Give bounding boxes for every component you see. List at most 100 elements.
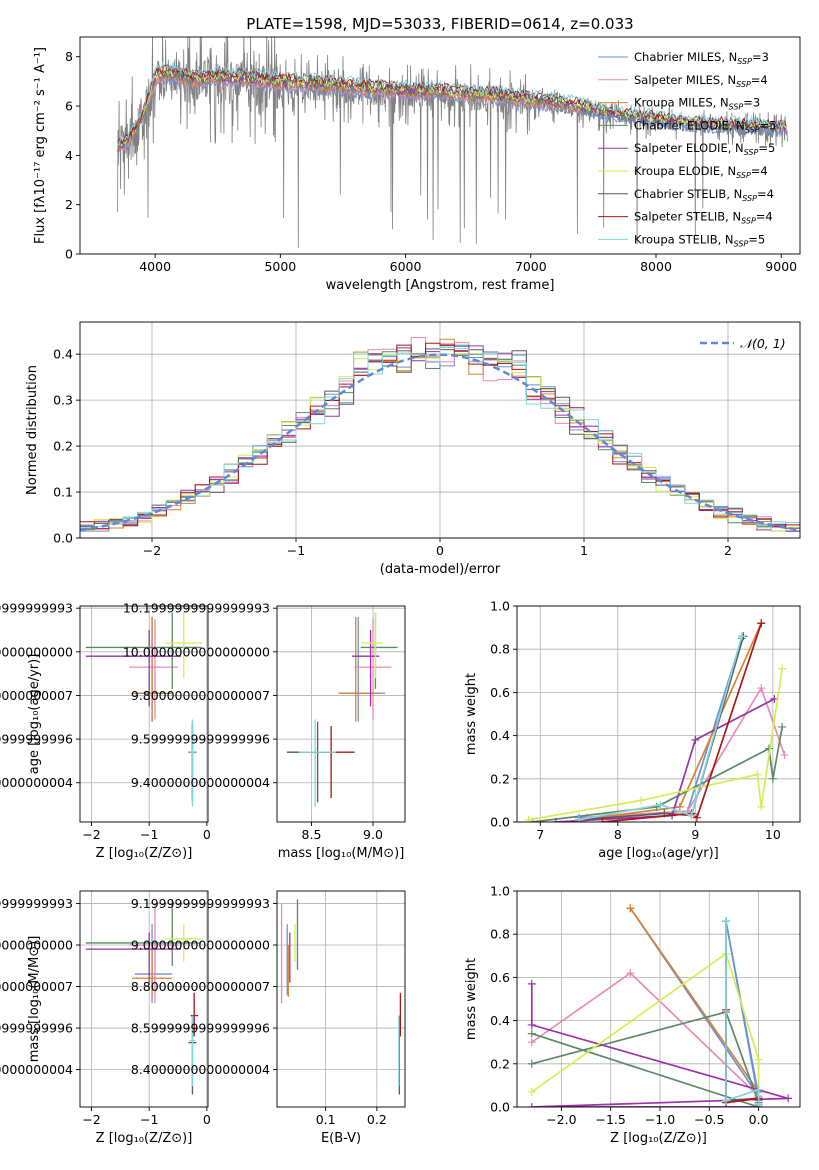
weight-line: [531, 1010, 760, 1107]
panel-weight-vs-Z: −2.0 −1.5 −1.0 −0.5 0.0 0.0 0.2 0.4 0.6 0.8 1.0 Z […: [464, 884, 801, 1146]
x-tick-label: −2: [82, 1112, 100, 1127]
weight-marker: [527, 1029, 536, 1038]
y-tick-label: 9.8000000000000007: [131, 688, 270, 703]
y-tick-label: 9.5999999999999996: [131, 732, 270, 747]
y-tick-label: 9.1999999999999993: [131, 896, 270, 911]
legend-text: Salpeter MILES, N: [634, 73, 736, 87]
model-spectrum-line: [117, 67, 787, 153]
y-tick-label: 8: [65, 49, 73, 64]
y-tick-label: 0.6: [490, 685, 510, 700]
weight-marker: [722, 1096, 731, 1105]
legend-nssp: =5: [758, 141, 775, 155]
legend-subscript: SSP: [736, 171, 751, 180]
legend-subscript: SSP: [734, 239, 749, 248]
plot-area: [280, 899, 402, 1095]
y-tick-label: 1.0: [490, 884, 510, 899]
x-tick-label: −2: [143, 543, 161, 558]
axes-frame: [516, 890, 801, 1108]
y-tick-label: 0.3: [53, 393, 73, 408]
panel-mass-vs-ebv: 0.1 0.2 8.4000000000000004 8.59999999999999…: [131, 890, 406, 1146]
y-tick-label: 8.8000000000000007: [131, 979, 270, 994]
legend-text: Chabrier MILES, N: [634, 50, 737, 64]
y-tick-label: 9.8000000000000007: [0, 688, 73, 703]
legend-label: Salpeter MILES, NSSP=4: [634, 73, 768, 89]
x-axis-label: mass [log₁₀(M/M⊙)]: [278, 846, 405, 861]
legend-label: Salpeter STELIB, NSSP=4: [634, 210, 773, 226]
x-tick-label: 9.0: [363, 827, 383, 842]
legend-subscript: SSP: [742, 194, 757, 203]
legend-subscript: SSP: [745, 125, 760, 134]
y-tick-label: 10.1999999999999993: [0, 601, 73, 616]
x-tick-label: 0: [203, 1112, 211, 1127]
legend-text: Chabrier STELIB, N: [634, 187, 742, 201]
x-tick-label: 7000: [515, 259, 547, 274]
weight-marker: [524, 815, 533, 822]
plot-area: [117, 37, 788, 248]
weight-line: [578, 635, 743, 821]
weight-marker: [784, 1094, 793, 1103]
x-tick-label: 5000: [264, 259, 296, 274]
x-tick-label: 0: [436, 543, 444, 558]
weight-line: [555, 698, 775, 822]
y-tick-label: 8.4000000000000004: [0, 1062, 73, 1077]
y-tick-label: 9.4000000000000004: [0, 775, 73, 790]
y-tick-label: 0.0: [490, 1100, 510, 1115]
y-tick-label: 10.0000000000000000: [123, 644, 270, 659]
x-tick-label: −2.0: [546, 1112, 576, 1127]
y-tick-label: 0.1: [53, 485, 73, 500]
legend-label: Chabrier STELIB, NSSP=4: [634, 187, 774, 203]
y-axis-label: age [log₁₀(age/yr)]: [27, 654, 42, 775]
x-tick-label: 0: [203, 827, 211, 842]
y-axis-label: Normed distribution: [25, 365, 40, 495]
axes-frame: [79, 890, 209, 1108]
legend-nssp: =5: [760, 118, 777, 132]
weight-line: [586, 686, 786, 819]
y-tick-label: 0.8: [490, 927, 510, 942]
weight-marker: [780, 751, 789, 760]
x-tick-label: 0.2: [367, 1112, 387, 1127]
legend-nssp: =4: [756, 210, 773, 224]
legend-label: Kroupa STELIB, NSSP=5: [634, 232, 765, 248]
plot-area: [80, 337, 800, 532]
panel-weight-vs-age: 7 8 9 10 0.0 0.2 0.4 0.6 0.8 1.0 age [log₁₀(age/yr…: [464, 599, 801, 861]
weight-line: [725, 921, 760, 1105]
weight-marker: [626, 969, 635, 978]
weight-marker: [768, 774, 777, 783]
weight-line: [528, 668, 784, 821]
x-tick-label: −1: [287, 543, 305, 558]
axes-frame: [516, 605, 801, 823]
x-tick-label: 8: [614, 827, 622, 842]
y-tick-label: 0.4: [490, 1013, 510, 1028]
y-tick-label: 1.0: [490, 599, 510, 614]
x-tick-label: 9: [691, 827, 699, 842]
weight-marker: [598, 818, 607, 822]
y-tick-label: 6: [65, 99, 73, 114]
y-tick-label: 0.2: [490, 1056, 510, 1071]
x-tick-label: 0.1: [316, 1112, 336, 1127]
weight-marker: [687, 811, 696, 820]
x-tick-label: 1: [580, 543, 588, 558]
weight-line: [532, 726, 784, 822]
legend-subscript: SSP: [736, 80, 751, 89]
weight-marker: [527, 1103, 536, 1107]
figure-title: PLATE=1598, MJD=53033, FIBERID=0614, z=0…: [246, 15, 633, 33]
x-tick-label: 2: [724, 543, 732, 558]
x-tick-label: 6000: [390, 259, 422, 274]
y-tick-label: 0.4: [53, 347, 73, 362]
weight-marker: [753, 770, 762, 779]
legend-subscript: SSP: [729, 103, 744, 112]
weight-marker: [754, 1100, 763, 1107]
x-axis-label: wavelength [Angstrom, rest frame]: [326, 278, 555, 293]
x-tick-label: 4000: [139, 259, 171, 274]
legend-label: Kroupa MILES, NSSP=3: [634, 96, 760, 112]
x-tick-label: −0.5: [694, 1112, 724, 1127]
y-tick-label: 8.4000000000000004: [131, 1062, 270, 1077]
weight-marker: [626, 904, 635, 913]
legend-subscript: SSP: [737, 57, 752, 66]
y-tick-label: 8.5999999999999996: [131, 1021, 270, 1036]
weight-marker: [757, 619, 766, 628]
plot-area: [524, 619, 789, 822]
